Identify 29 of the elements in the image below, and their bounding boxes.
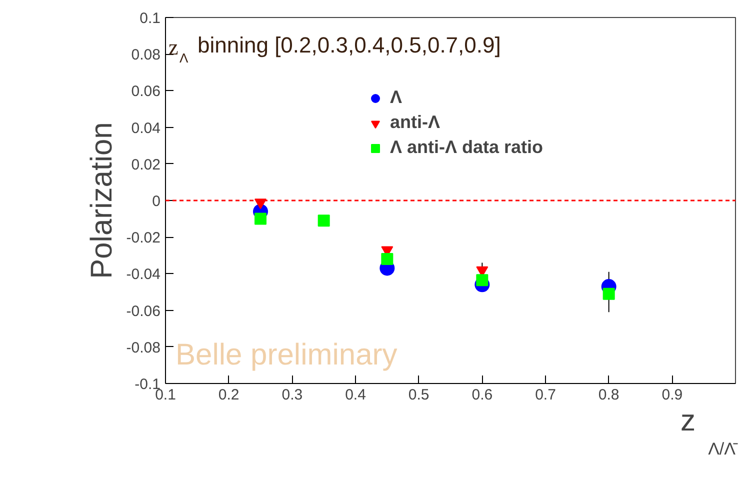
y-tick-label: -0.08 [126,339,161,356]
x-tick-label: 0.4 [345,386,366,404]
point [254,212,266,225]
x-tick-label: 0.6 [472,386,493,404]
y-tick-label: 0.08 [131,46,161,64]
y-tick-label: -0.04 [126,266,161,284]
x-tick-label: 0.5 [408,386,430,404]
point [318,214,330,227]
point [476,274,488,286]
x-tick-label: 0.9 [662,386,683,404]
y-tick-label: 0.1 [140,10,161,27]
x-tick-label: 0.3 [282,386,303,404]
legend-label: Λ [390,87,404,108]
legend-label: anti-Λ [390,112,440,133]
y-tick-label: 0.02 [131,156,161,174]
annotation: Belle preliminary [176,338,398,372]
point [381,253,394,266]
y-tick-label: -0.02 [126,230,161,247]
y-tick-label: 0 [152,193,160,210]
y-axis-title: Polarization [85,122,118,279]
point [602,288,615,300]
x-tick-label: 0.2 [218,386,240,404]
y-tick-label: -0.06 [126,302,161,320]
legend-label: Λ anti-Λ data ratio [390,137,544,158]
x-axis-title: zΛ/Λ̄ [680,404,738,458]
x-tick-label: 0.7 [535,386,556,404]
x-tick-label: 0.8 [598,386,620,404]
y-tick-label: 0.04 [131,120,161,137]
y-tick-label: 0.06 [131,83,161,100]
